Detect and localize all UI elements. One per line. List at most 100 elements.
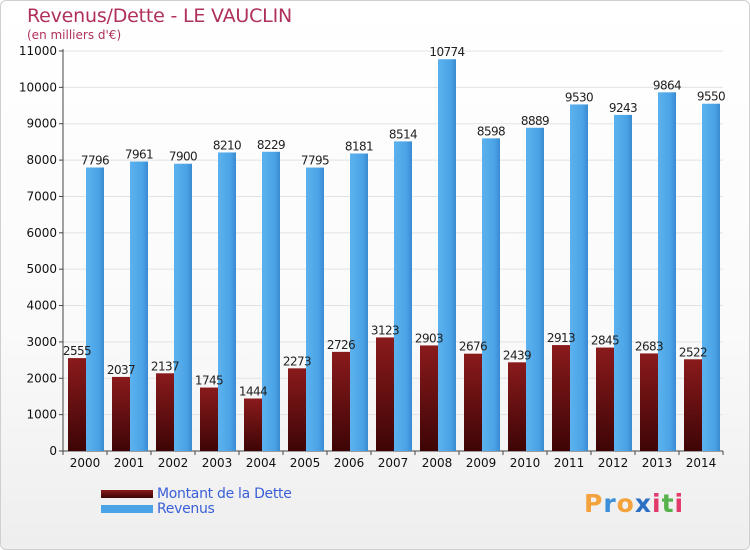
bar-debt-2006 [332, 351, 350, 451]
data-label-revenue-2009: 8598 [477, 124, 505, 138]
x-tick-label-2011: 2011 [554, 456, 585, 470]
x-tick-label-2013: 2013 [642, 456, 673, 470]
bar-debt-2010 [508, 362, 526, 451]
bar-debt-2014 [684, 359, 702, 451]
legend: Montant de la Dette Revenus [101, 485, 292, 517]
legend-swatch-revenue [101, 504, 153, 513]
x-tick-label-2002: 2002 [158, 456, 189, 470]
logo-letter: r [603, 489, 617, 518]
data-label-revenue-2012: 9243 [609, 101, 637, 115]
bar-revenue-2006 [350, 153, 368, 451]
bar-revenue-2005 [306, 167, 324, 451]
logo-letter: t [661, 489, 675, 518]
bar-revenue-2007 [394, 141, 412, 451]
y-tick-label: 1000 [26, 408, 57, 422]
data-label-debt-2013: 2683 [635, 339, 663, 353]
x-tick-label-2007: 2007 [378, 456, 409, 470]
bar-revenue-2010 [526, 127, 544, 451]
bar-debt-2013 [640, 353, 658, 451]
y-tick-label: 3000 [26, 335, 57, 349]
data-label-debt-2003: 1745 [195, 374, 223, 388]
logo-letter: i [674, 489, 685, 518]
x-tick-label-2000: 2000 [70, 456, 101, 470]
data-label-revenue-2000: 7796 [81, 154, 109, 168]
bar-revenue-2013 [658, 92, 676, 452]
data-label-revenue-2008: 10774 [429, 45, 464, 59]
bar-debt-2007 [376, 337, 394, 451]
y-tick-label: 5000 [26, 262, 57, 276]
y-tick-label: 4000 [26, 299, 57, 313]
data-label-revenue-2002: 7900 [169, 150, 197, 164]
legend-item-debt: Montant de la Dette [101, 485, 292, 502]
legend-label-debt: Montant de la Dette [157, 485, 292, 502]
y-tick-label: 2000 [26, 371, 57, 385]
x-tick-label-2001: 2001 [114, 456, 145, 470]
bar-debt-2005 [288, 368, 306, 451]
data-label-revenue-2013: 9864 [653, 78, 681, 92]
data-label-debt-2005: 2273 [283, 354, 311, 368]
bar-revenue-2009 [482, 138, 500, 451]
data-label-debt-2007: 3123 [371, 323, 399, 337]
logo-letter: x [634, 489, 652, 518]
bar-debt-2012 [596, 347, 614, 451]
data-label-revenue-2006: 8181 [345, 140, 373, 154]
bar-revenue-2014 [702, 103, 720, 452]
bar-revenue-2002 [174, 163, 192, 451]
bar-revenue-2011 [570, 104, 588, 452]
legend-item-revenue: Revenus [101, 500, 292, 517]
bar-debt-2004 [244, 398, 262, 451]
bar-revenue-2001 [130, 161, 148, 451]
data-label-debt-2008: 2903 [415, 331, 443, 345]
bar-debt-2000 [68, 358, 86, 451]
chart-title: Revenus/Dette - LE VAUCLIN [27, 5, 292, 27]
chart-subtitle: (en milliers d'€) [27, 28, 122, 42]
bar-revenue-2000 [86, 167, 104, 451]
data-label-debt-2014: 2522 [679, 345, 707, 359]
data-label-debt-2001: 2037 [107, 363, 135, 377]
bar-revenue-2004 [262, 151, 280, 451]
bar-debt-2008 [420, 345, 438, 451]
y-tick-label: 10000 [19, 80, 57, 94]
bar-debt-2011 [552, 345, 570, 451]
data-label-revenue-2004: 8229 [257, 138, 285, 152]
data-label-revenue-2007: 8514 [389, 127, 417, 141]
y-tick-label: 8000 [26, 153, 57, 167]
y-tick-label: 6000 [26, 226, 57, 240]
data-label-debt-2012: 2845 [591, 334, 619, 348]
bar-revenue-2003 [218, 152, 236, 452]
proxiti-logo: Proxiti [584, 489, 684, 518]
data-label-debt-2010: 2439 [503, 348, 531, 362]
data-label-revenue-2001: 7961 [125, 148, 153, 162]
data-label-debt-2011: 2913 [547, 331, 575, 345]
data-label-debt-2000: 2555 [63, 344, 91, 358]
legend-swatch-debt [101, 489, 153, 498]
y-tick-label: 11000 [19, 44, 57, 58]
y-tick-label: 0 [49, 444, 57, 458]
data-label-revenue-2010: 8889 [521, 114, 549, 128]
legend-label-revenue: Revenus [157, 500, 215, 517]
y-tick-label: 7000 [26, 189, 57, 203]
data-label-revenue-2014: 9550 [697, 90, 725, 104]
bar-debt-2002 [156, 373, 174, 451]
x-tick-label-2005: 2005 [290, 456, 321, 470]
bar-revenue-2012 [614, 114, 632, 452]
x-tick-label-2006: 2006 [334, 456, 365, 470]
data-label-debt-2009: 2676 [459, 340, 487, 354]
x-tick-label-2012: 2012 [598, 456, 629, 470]
data-label-debt-2006: 2726 [327, 338, 355, 352]
x-tick-label-2010: 2010 [510, 456, 541, 470]
x-tick-label-2008: 2008 [422, 456, 453, 470]
x-tick-label-2009: 2009 [466, 456, 497, 470]
logo-letter: P [584, 489, 604, 518]
data-label-debt-2002: 2137 [151, 359, 179, 373]
data-label-revenue-2011: 9530 [565, 90, 593, 104]
bar-debt-2003 [200, 387, 218, 451]
y-tick-label: 9000 [26, 117, 57, 131]
data-label-revenue-2003: 8210 [213, 138, 241, 152]
x-tick-label-2014: 2014 [686, 456, 717, 470]
x-tick-label-2004: 2004 [246, 456, 277, 470]
bar-debt-2009 [464, 353, 482, 451]
bar-revenue-2008 [438, 59, 456, 452]
data-label-revenue-2005: 7795 [301, 154, 329, 168]
